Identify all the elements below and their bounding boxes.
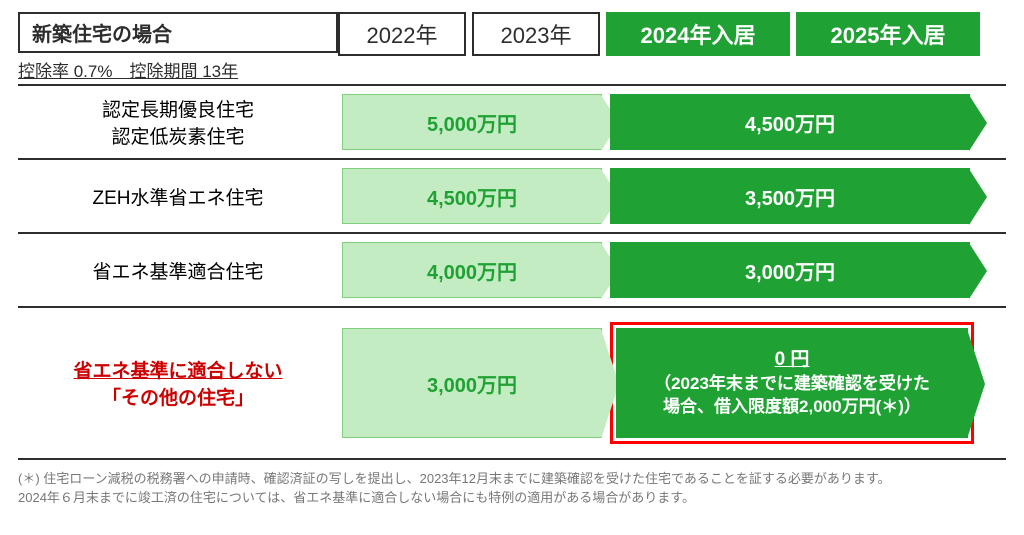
row-label-text: 認定低炭素住宅	[111, 122, 244, 149]
row-body: 3,000万円 0 円 （2023年末までに建築確認を受けた 場合、借入限度額2…	[338, 308, 1006, 458]
year-2022: 2022年	[338, 12, 466, 56]
value-arrow-light: 4,000万円	[342, 242, 602, 298]
table-row: ZEH水準省エネ住宅 4,500万円 3,500万円	[18, 158, 1006, 232]
year-2023: 2023年	[472, 12, 600, 56]
header-row: 新築住宅の場合 控除率 0.7% 控除期間 13年 2022年 2023年 20…	[18, 12, 1006, 82]
table-row: 認定長期優良住宅 認定低炭素住宅 5,000万円 4,500万円	[18, 84, 1006, 158]
row-label: 認定長期優良住宅 認定低炭素住宅	[18, 86, 338, 158]
row-body: 4,500万円 3,500万円	[338, 160, 1006, 232]
value-arrow-dark: 4,500万円	[610, 94, 970, 150]
row-label-highlight: 省エネ基準に適合しない 「その他の住宅」	[18, 308, 338, 458]
sub-line: 控除率 0.7% 控除期間 13年	[18, 57, 338, 82]
footnote: 2024年６月末までに竣工済の住宅については、省エネ基準に適合しない場合にも特例…	[18, 489, 1006, 508]
row-label: 省エネ基準適合住宅	[18, 234, 338, 306]
row-label-text: 認定長期優良住宅	[102, 95, 254, 122]
arrow-inner: 0 円 （2023年末までに建築確認を受けた 場合、借入限度額2,000万円(＊…	[648, 347, 936, 419]
row-label-text: 「その他の住宅」	[102, 383, 254, 410]
table-row: 省エネ基準に適合しない 「その他の住宅」 3,000万円 0 円 （2023年末…	[18, 306, 1006, 460]
year-2025: 2025年入居	[796, 12, 980, 56]
row-label-text: 省エネ基準適合住宅	[92, 257, 263, 284]
page-title: 新築住宅の場合	[18, 12, 338, 53]
arrow-note: （2023年末までに建築確認を受けた	[654, 373, 930, 396]
year-2024: 2024年入居	[606, 12, 790, 56]
highlight-frame: 0 円 （2023年末までに建築確認を受けた 場合、借入限度額2,000万円(＊…	[610, 322, 974, 444]
row-body: 5,000万円 4,500万円	[338, 86, 1006, 158]
value-arrow-dark: 3,000万円	[610, 242, 970, 298]
row-label-text: 省エネ基準に適合しない	[73, 356, 282, 383]
row-body: 4,000万円 3,000万円	[338, 234, 1006, 306]
value-arrow-dark: 3,500万円	[610, 168, 970, 224]
value-arrow-dark: 0 円 （2023年末までに建築確認を受けた 場合、借入限度額2,000万円(＊…	[616, 328, 968, 438]
footnote: (＊) 住宅ローン減税の税務署への申請時、確認済証の写しを提出し、2023年12…	[18, 470, 1006, 489]
arrow-note: 場合、借入限度額2,000万円(＊)）	[654, 396, 930, 419]
year-headers: 2022年 2023年 2024年入居 2025年入居	[338, 12, 1006, 82]
value-arrow-light: 5,000万円	[342, 94, 602, 150]
row-label-text: ZEH水準省エネ住宅	[92, 183, 263, 210]
zero-value: 0 円	[654, 347, 930, 373]
footnotes: (＊) 住宅ローン減税の税務署への申請時、確認済証の写しを提出し、2023年12…	[18, 470, 1006, 508]
row-label: ZEH水準省エネ住宅	[18, 160, 338, 232]
table-row: 省エネ基準適合住宅 4,000万円 3,000万円	[18, 232, 1006, 306]
header-left: 新築住宅の場合 控除率 0.7% 控除期間 13年	[18, 12, 338, 82]
value-arrow-light: 3,000万円	[342, 328, 602, 438]
value-arrow-light: 4,500万円	[342, 168, 602, 224]
